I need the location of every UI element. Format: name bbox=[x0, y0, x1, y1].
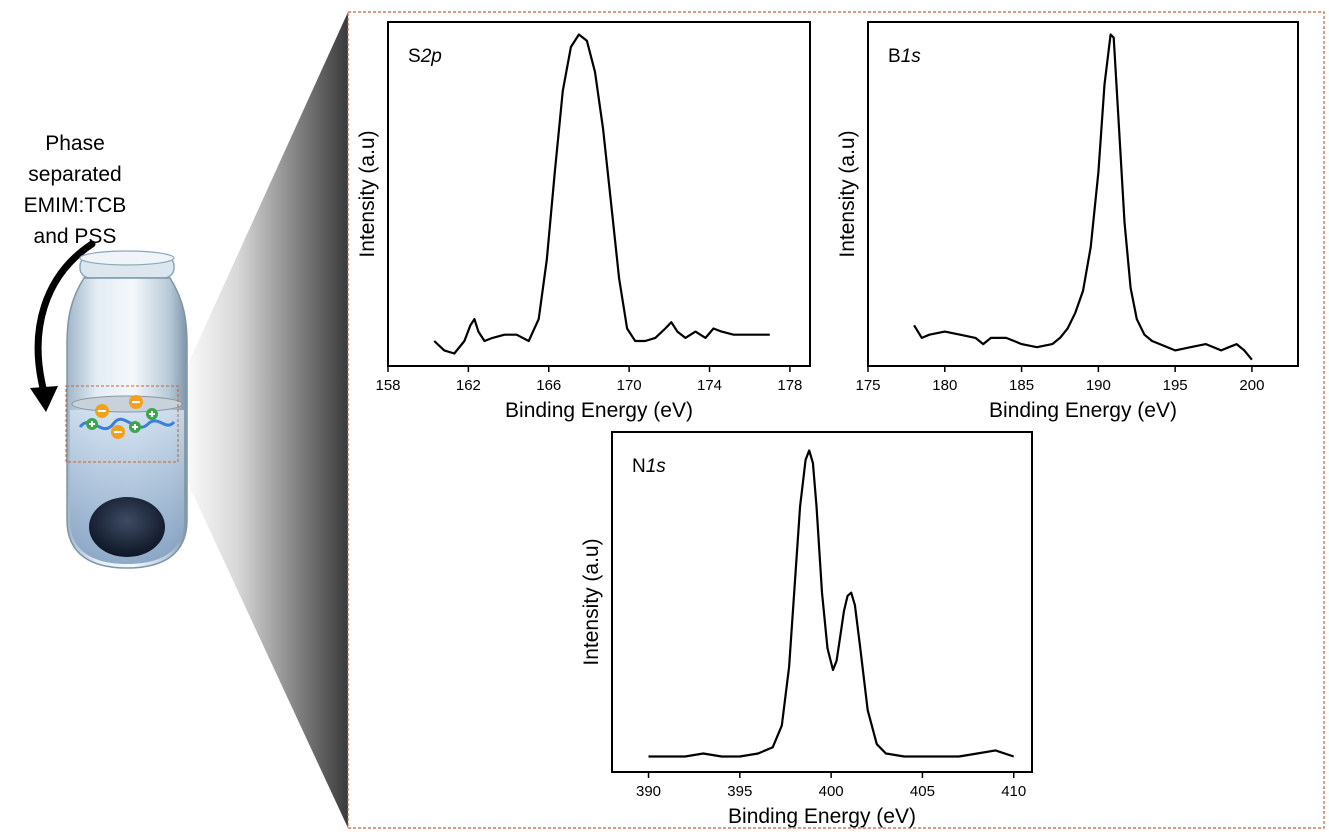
plot-frame bbox=[867, 21, 1299, 367]
spectrum-line bbox=[648, 449, 1015, 758]
y-axis-label: Intensity (a.u) bbox=[356, 130, 379, 257]
phase-label-line: and PSS bbox=[33, 225, 117, 248]
x-tick-label: 395 bbox=[727, 783, 752, 800]
anion-icon bbox=[111, 425, 125, 439]
x-tick-label: 185 bbox=[1009, 377, 1034, 394]
phase-label-line: separated bbox=[28, 163, 122, 186]
x-tick-label: 178 bbox=[777, 377, 802, 394]
x-tick-label: 158 bbox=[375, 377, 400, 394]
zoom-region-box bbox=[65, 385, 179, 463]
spectrum-line bbox=[913, 33, 1253, 361]
x-tick-label: 400 bbox=[819, 783, 844, 800]
anion-icon bbox=[129, 395, 143, 409]
x-axis-label: Binding Energy (eV) bbox=[505, 399, 693, 422]
x-tick-label: 170 bbox=[617, 377, 642, 394]
phase-label-line: Phase bbox=[45, 132, 105, 155]
spectrum-line bbox=[433, 33, 770, 355]
chart-s2p: 158 162 166 170 174 178 Binding Energy (eV) Int… bbox=[356, 21, 811, 422]
x-tick-label: 162 bbox=[456, 377, 481, 394]
x-tick-label: 175 bbox=[855, 377, 880, 394]
x-tick-label: 405 bbox=[910, 783, 935, 800]
plot-frame bbox=[611, 431, 1033, 773]
x-axis-label: Binding Energy (eV) bbox=[728, 805, 916, 828]
cation-icon bbox=[129, 421, 141, 433]
cation-icon bbox=[146, 408, 158, 420]
panel-label: S2p bbox=[408, 46, 442, 67]
x-tick-label: 195 bbox=[1163, 377, 1188, 394]
curved-arrow-down-icon bbox=[30, 240, 96, 412]
plot-frame bbox=[387, 21, 811, 367]
chart-n1s: 390 395 400 405 410 Binding Energy (eV) Intens… bbox=[580, 431, 1033, 828]
x-tick-label: 390 bbox=[636, 783, 661, 800]
x-axis-label: Binding Energy (eV) bbox=[989, 399, 1177, 422]
x-tick-label: 174 bbox=[697, 377, 722, 394]
panel-label: N1s bbox=[632, 456, 666, 477]
chart-b1s: 175 180 185 190 195 200 Binding Energy (eV) Int… bbox=[836, 21, 1299, 422]
panel-label: B1s bbox=[888, 46, 921, 67]
magnification-fan bbox=[178, 12, 348, 828]
zoom-frame bbox=[347, 11, 1325, 829]
cation-icon bbox=[86, 418, 98, 430]
phase-label-line: EMIM:TCB bbox=[23, 194, 127, 217]
x-tick-label: 166 bbox=[536, 377, 561, 394]
x-tick-label: 180 bbox=[932, 377, 957, 394]
anion-icon bbox=[95, 404, 109, 418]
vial-illustration bbox=[65, 250, 188, 569]
x-tick-label: 190 bbox=[1086, 377, 1111, 394]
x-tick-label: 200 bbox=[1239, 377, 1264, 394]
y-axis-label: Intensity (a.u) bbox=[580, 538, 603, 665]
phase-label: Phase separated EMIM:TCB and PSS bbox=[20, 128, 130, 252]
y-axis-label: Intensity (a.u) bbox=[836, 130, 859, 257]
x-tick-label: 410 bbox=[1001, 783, 1026, 800]
